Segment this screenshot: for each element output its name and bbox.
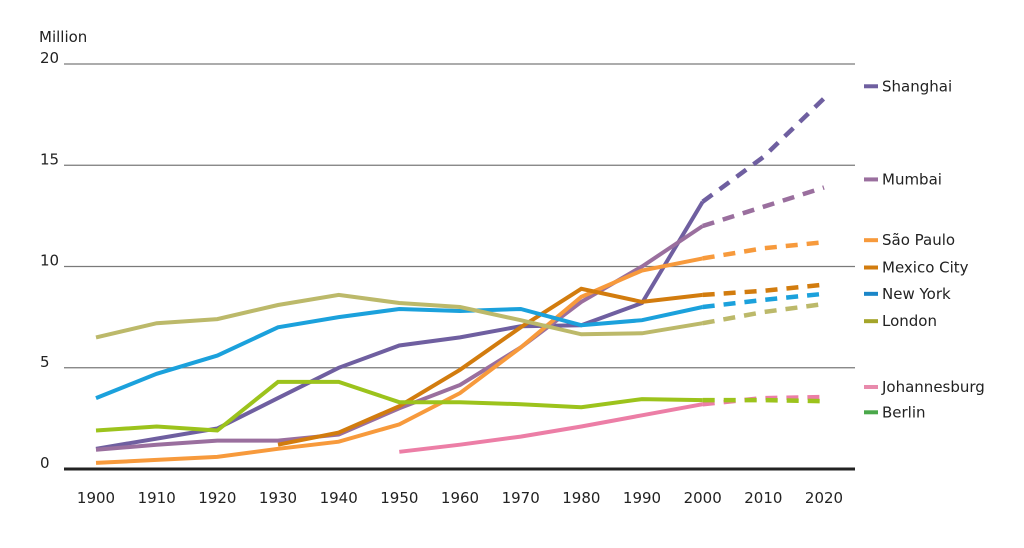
y-axis-title: Million [39,28,87,46]
y-tick-label: 5 [40,353,50,371]
series-new-york [95,291,825,400]
series-line-london [95,292,704,340]
series-berlin [95,379,825,433]
legend-label: Mexico City [882,259,969,277]
series-line-mumbai [95,224,704,452]
x-tick-label: 1900 [77,489,115,507]
series-johannesburg [399,394,825,454]
y-tick-label: 15 [40,150,59,168]
legend-label: London [882,312,937,330]
series-line-johannesburg [399,402,704,454]
series-line-shanghai [95,200,705,451]
legend-swatch [864,177,878,182]
y-tick-label: 10 [40,252,59,270]
legend-label: Berlin [882,403,926,421]
series-mexico-city [277,282,825,447]
series-projection-mexico-city [702,282,825,298]
series-projection-mumbai [702,185,825,229]
series-projection-new-york [702,291,825,310]
x-tick-label: 2010 [744,489,782,507]
x-tick-label: 1950 [380,489,418,507]
legend-label: Mumbai [882,170,942,188]
series-line-new-york [95,305,704,400]
x-tick-label: 1920 [198,489,236,507]
legend-swatch [864,384,878,389]
legend-label: Johannesburg [881,378,985,396]
legend-swatch [864,291,878,296]
x-tick-label: 1940 [320,489,358,507]
legend-item-shanghai: Shanghai [864,77,952,95]
series-projection-s-o-paulo [702,239,825,261]
series-s-o-paulo [95,239,825,465]
series-london [95,292,825,340]
x-tick-label: 1930 [259,489,297,507]
y-tick-label: 0 [40,454,50,472]
x-tick-label: 2000 [684,489,722,507]
legend-item-london: London [864,312,937,330]
y-tick-labels: 0 5 10 15 20 [40,49,59,472]
legend-item-s-o-paulo: São Paulo [864,231,955,249]
legend-label: Shanghai [882,77,952,95]
legend-item-new-york: New York [864,285,951,303]
legend-label: New York [882,285,951,303]
legend-swatch [864,84,878,89]
series-projection-shanghai [701,96,826,204]
legend-item-mexico-city: Mexico City [864,259,969,277]
legend-swatch [864,238,878,243]
x-tick-labels: 1900 1910 1920 1930 1940 1950 1960 1970 1980 1990… [77,489,843,507]
legend-item-berlin: Berlin [864,403,926,421]
legend-swatch [864,319,878,324]
legend-swatch [864,265,878,270]
legend-swatch [864,410,878,415]
legend-label: São Paulo [882,231,955,249]
series-projection-johannesburg [702,394,825,407]
legend-item-johannesburg: Johannesburg [864,378,985,396]
legend-item-mumbai: Mumbai [864,170,942,188]
x-tick-label: 1960 [441,489,479,507]
series-projection-london [702,301,825,326]
x-tick-label: 1990 [623,489,661,507]
series-line-berlin [95,379,703,433]
series-line-mexico-city [277,286,703,447]
x-tick-label: 2020 [805,489,843,507]
series-lines [95,96,826,465]
series-shanghai [95,96,826,451]
x-tick-label: 1980 [562,489,600,507]
series-line-s-o-paulo [95,256,704,465]
y-tick-label: 20 [40,49,59,67]
x-tick-label: 1970 [502,489,540,507]
x-tick-label: 1910 [138,489,176,507]
series-projection-berlin [702,397,825,404]
legend: Shanghai Mumbai São Paulo Mexico City New Yo… [864,77,985,421]
